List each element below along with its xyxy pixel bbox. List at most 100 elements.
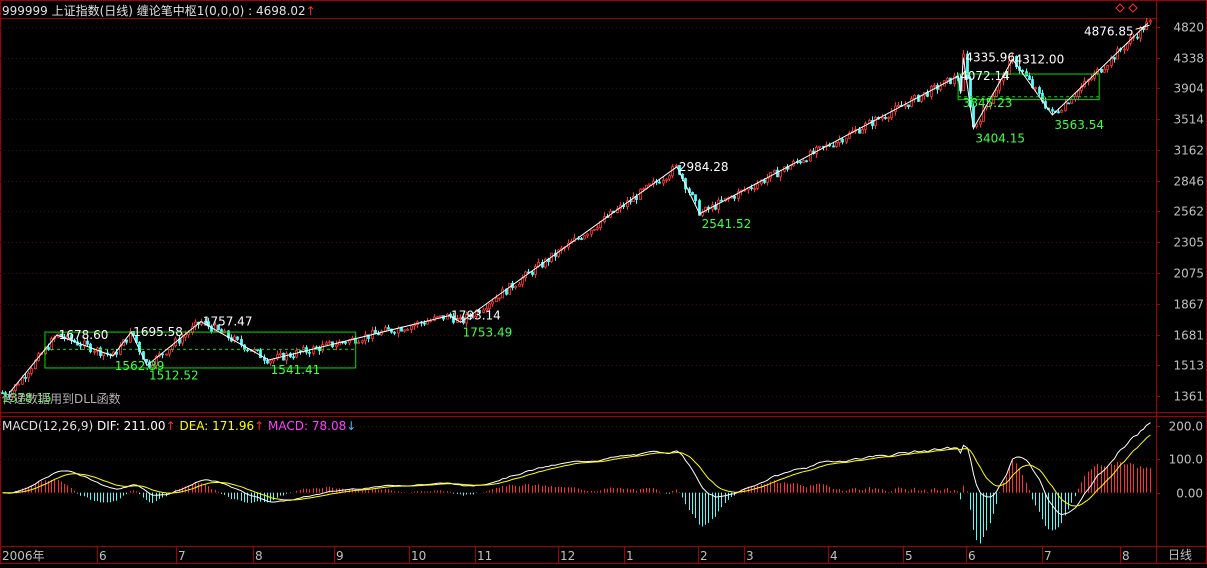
candle-body xyxy=(580,238,583,240)
candle-body xyxy=(989,102,992,107)
price-tick-label: 3514 xyxy=(1173,113,1204,127)
macd-dea: DEA: 171.96 xyxy=(179,419,255,433)
candle-body xyxy=(184,334,187,338)
point-label-high: 2984.28 xyxy=(679,160,729,174)
period-label[interactable]: 日线 xyxy=(1168,548,1193,562)
candle-body xyxy=(204,321,207,323)
candle-body xyxy=(698,200,701,216)
price-tick-label: 3162 xyxy=(1173,144,1204,158)
candle-body xyxy=(374,330,377,334)
candle-body xyxy=(1008,60,1011,75)
candle-body xyxy=(485,308,488,311)
candle-body xyxy=(459,317,462,320)
candle-body xyxy=(1057,111,1060,114)
candle-body xyxy=(586,233,589,237)
candle-body xyxy=(953,75,956,85)
candle-body xyxy=(518,283,521,287)
candle-body xyxy=(691,192,694,196)
price-tick-label: 1867 xyxy=(1173,298,1204,312)
point-label-high: 1695.58 xyxy=(133,325,183,339)
candle-body xyxy=(979,121,982,125)
candle-body xyxy=(125,339,128,343)
month-tick-label: 6 xyxy=(968,549,976,563)
month-tick-label: 4 xyxy=(830,549,838,563)
candle-body xyxy=(910,98,913,107)
candle-body xyxy=(1077,89,1080,97)
candle-body xyxy=(946,77,949,82)
candle-body xyxy=(390,328,393,333)
month-tick-label: 7 xyxy=(1044,549,1052,563)
candle-body xyxy=(367,334,370,339)
candle-body xyxy=(194,321,197,327)
dll-notice: 传递数据用到DLL函数 xyxy=(2,392,121,406)
candle-body xyxy=(639,188,642,200)
candle-body xyxy=(1126,42,1129,50)
candle-body xyxy=(335,344,338,348)
candle-body xyxy=(1028,75,1031,80)
point-label-high: 4312.00 xyxy=(1015,52,1065,66)
month-tick-label: 2 xyxy=(700,549,708,563)
chart-title: 999999 上证指数(日线) 缠论笔中枢1(0,0,0) xyxy=(2,4,245,18)
month-tick-label: 8 xyxy=(1122,549,1130,563)
candle-body xyxy=(694,194,697,202)
month-tick-label: 12 xyxy=(560,549,575,563)
macd-value: MACD: 78.08 xyxy=(268,419,347,433)
price-tick-label: 1513 xyxy=(1173,359,1204,373)
candle-body xyxy=(890,111,893,118)
candle-body xyxy=(818,145,821,148)
candle-body xyxy=(737,191,740,199)
candle-body xyxy=(292,356,295,359)
macd-tick-label: 100.0 xyxy=(1169,453,1203,467)
candle-body xyxy=(161,353,164,356)
candle-body xyxy=(884,117,887,119)
candle-body xyxy=(426,321,429,325)
candle-body xyxy=(79,344,82,347)
candle-body xyxy=(17,383,20,386)
candle-body xyxy=(400,327,403,332)
candle-body xyxy=(799,161,802,164)
point-label-high: 1757.47 xyxy=(203,315,253,329)
candle-body xyxy=(881,117,884,120)
candle-body xyxy=(168,349,171,355)
candle-body xyxy=(776,169,779,178)
price-tick-label: 2075 xyxy=(1173,267,1204,281)
candle-body xyxy=(1051,109,1054,112)
candle-body xyxy=(406,328,409,331)
price-tick-label: 4338 xyxy=(1173,52,1204,66)
candle-body xyxy=(246,349,249,352)
candle-body xyxy=(1113,57,1116,60)
candle-body xyxy=(210,325,213,332)
candle-body xyxy=(802,160,805,164)
candle-body xyxy=(14,384,17,392)
candle-body xyxy=(305,347,308,353)
candle-body xyxy=(897,104,900,107)
candle-body xyxy=(30,368,33,374)
candle-body xyxy=(155,355,158,366)
price-tick-label: 2305 xyxy=(1173,236,1204,250)
candle-body xyxy=(998,80,1001,91)
candle-body xyxy=(321,344,324,352)
candle-body xyxy=(8,394,11,397)
candle-body xyxy=(907,104,910,107)
candle-body xyxy=(665,178,668,181)
candle-body xyxy=(279,352,282,356)
candle-body xyxy=(1149,20,1152,23)
candle-body xyxy=(410,325,413,330)
candle-body xyxy=(1064,102,1067,111)
candle-body xyxy=(308,351,311,354)
candle-body xyxy=(357,341,360,344)
point-label-low: 1753.49 xyxy=(463,325,513,339)
candle-body xyxy=(913,94,916,100)
month-tick-label: 1 xyxy=(626,549,634,563)
month-tick-label: 5 xyxy=(905,549,913,563)
candle-body xyxy=(1060,110,1063,113)
month-tick-label: 2006年 xyxy=(2,549,45,563)
candle-body xyxy=(514,285,517,289)
candle-body xyxy=(217,324,220,331)
candle-body xyxy=(214,324,217,332)
candle-body xyxy=(47,347,50,351)
candle-body xyxy=(858,129,861,134)
candle-body xyxy=(642,188,645,191)
candle-body xyxy=(635,196,638,200)
